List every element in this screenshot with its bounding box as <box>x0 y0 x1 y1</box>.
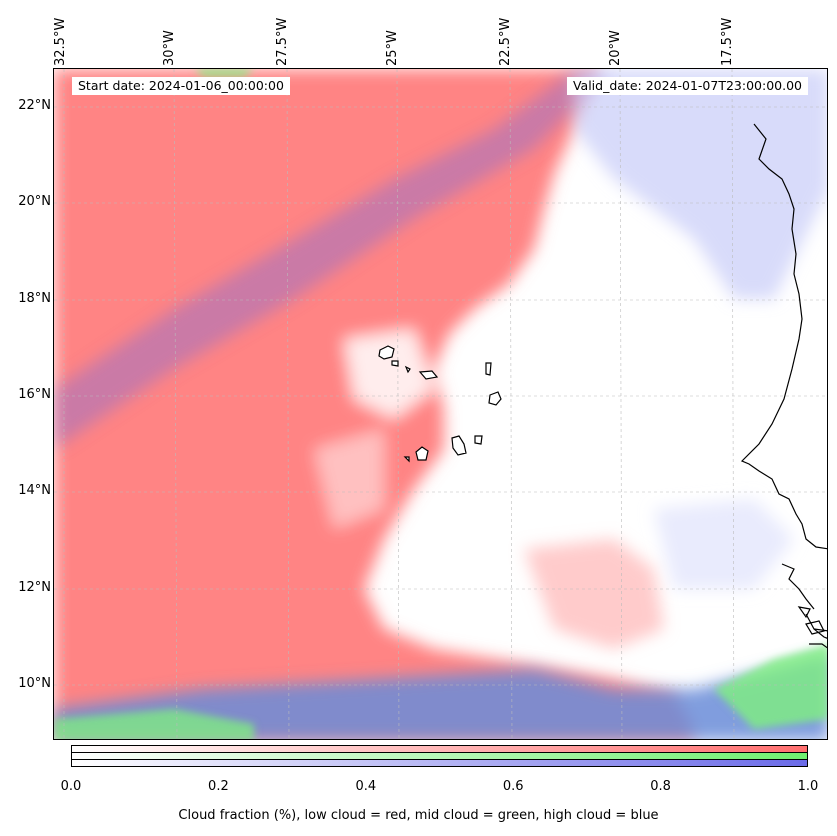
colorbar-ticks: 0.0 0.2 0.4 0.6 0.8 1.0 <box>61 779 819 799</box>
latitude-label: 14°N <box>18 483 51 498</box>
colorbar-high-cloud <box>71 759 808 767</box>
mid-cloud-layer <box>54 69 827 739</box>
longitude-label: 25°W <box>385 30 400 66</box>
colorbar-tick: 0.0 <box>60 779 82 794</box>
latitude-label: 22°N <box>18 98 51 113</box>
latitude-label: 12°N <box>18 580 51 595</box>
latitude-label: 10°N <box>18 676 51 691</box>
colorbar <box>71 745 808 767</box>
colorbar-tick: 0.8 <box>650 779 671 794</box>
cape-verde-islands <box>378 345 502 463</box>
longitude-label: 20°W <box>608 30 623 66</box>
latitude-label: 20°N <box>18 194 51 209</box>
coastline <box>740 123 827 649</box>
colorbar-label: Cloud fraction (%), low cloud = red, mid… <box>178 808 659 823</box>
valid-date-label: Valid_date: 2024-01-07T23:00:00.00 <box>566 77 808 95</box>
start-date-label: Start date: 2024-01-06_00:00:00 <box>72 77 290 95</box>
low-cloud-layer <box>54 69 694 739</box>
longitude-label: 17.5°W <box>720 17 735 66</box>
latitude-label: 16°N <box>18 387 51 402</box>
colorbar-tick: 1.0 <box>797 779 819 794</box>
colorbar-tick: 0.6 <box>502 779 524 794</box>
graticule <box>54 69 827 739</box>
longitude-label: 30°W <box>162 30 177 66</box>
longitude-label: 27.5°W <box>275 17 290 66</box>
cloud-fraction-map <box>53 68 828 740</box>
longitude-label: 22.5°W <box>498 17 513 66</box>
colorbar-tick: 0.4 <box>355 779 377 794</box>
colorbar-tick: 0.2 <box>208 779 229 794</box>
longitude-label: 32.5°W <box>53 17 68 66</box>
high-cloud-layer <box>54 69 827 739</box>
map-canvas <box>54 69 827 739</box>
latitude-label: 18°N <box>18 291 51 306</box>
